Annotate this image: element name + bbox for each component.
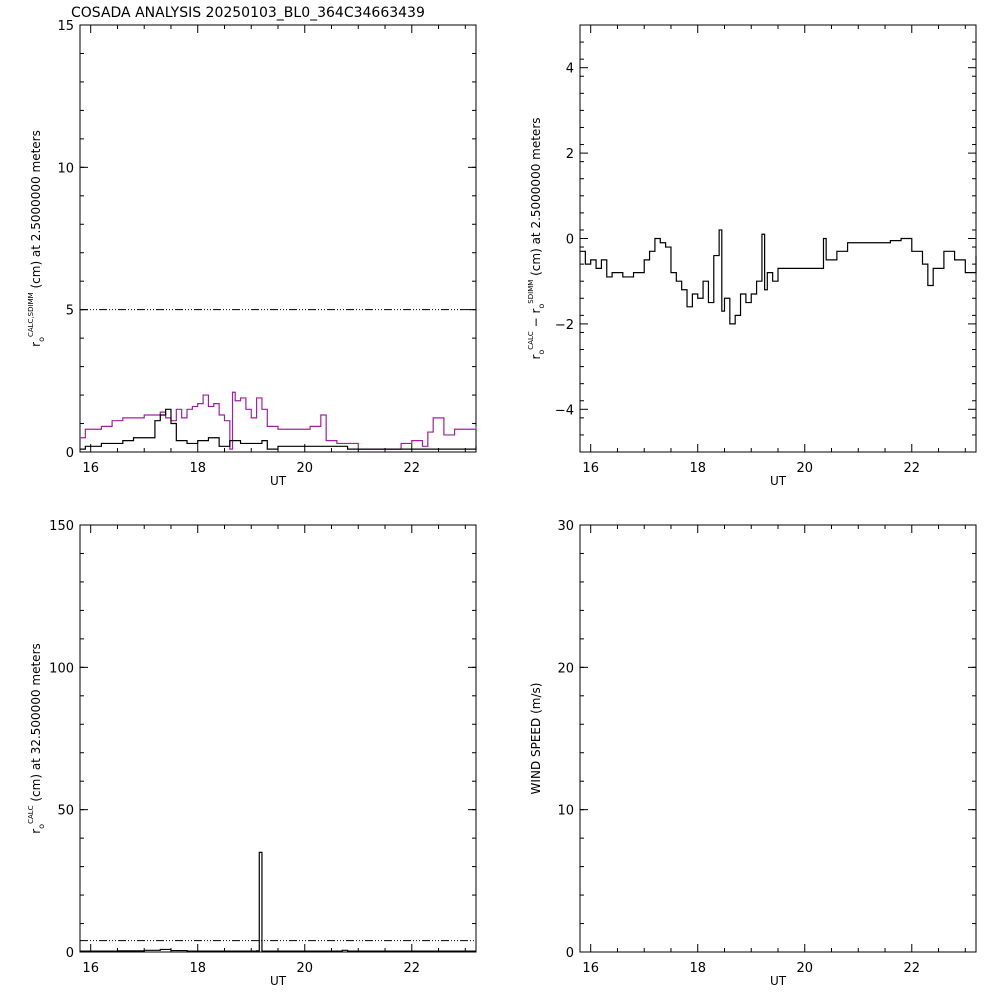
y-tick-label: 20 — [557, 661, 574, 676]
x-tick-label: 20 — [296, 461, 313, 476]
y-axis-label: WIND SPEED (m/s) — [529, 683, 543, 795]
x-tick-label: 22 — [904, 461, 921, 476]
chart-panel-3: 16 18 20 22 0 50 100 150 UT roCALC (cm) at 32.500… — [27, 519, 477, 988]
x-tick-label: 22 — [404, 961, 421, 976]
x-tick-label: 18 — [689, 461, 706, 476]
chart-panel-4: 16 18 20 22 0 10 20 30 UT WIND SPEED (m/s) — [529, 519, 977, 988]
y-tick-label: 15 — [57, 19, 74, 34]
x-tick-label: 22 — [404, 461, 421, 476]
y-tick-label: 2 — [566, 147, 574, 162]
chart-panel-2: 16 18 20 22 −4 −2 0 2 4 UT roCALC − roSDIMM (cm) a… — [527, 24, 977, 488]
x-tick-label: 16 — [582, 461, 599, 476]
plot-frame — [79, 524, 477, 953]
x-tick-label: 20 — [296, 961, 313, 976]
x-axis-label: UT — [270, 974, 287, 988]
x-tick-label: 22 — [904, 961, 921, 976]
x-axis-label: UT — [770, 474, 787, 488]
y-tick-label: 0 — [66, 446, 74, 461]
y-tick-label: 0 — [566, 946, 574, 961]
x-tick-label: 20 — [796, 461, 813, 476]
figure-title: COSADA ANALYSIS 20250103_BL0_364C3466343… — [71, 5, 425, 21]
series-line-2 — [80, 408, 477, 450]
y-axis-label: roCALC,SDIMM (cm) at 2.5000000 meters — [27, 130, 46, 347]
y-tick-label: 50 — [57, 804, 74, 819]
y-axis-label: roCALC − roSDIMM (cm) at 2.5000000 meter… — [527, 117, 546, 359]
series-line-1 — [580, 229, 977, 325]
y-tick-label: 100 — [49, 661, 74, 676]
x-axis-label: UT — [270, 474, 287, 488]
x-tick-label: 16 — [82, 461, 99, 476]
y-tick-label: 5 — [66, 304, 74, 319]
y-tick-label: −2 — [555, 318, 574, 333]
y-tick-label: 4 — [566, 62, 574, 77]
series-line-1 — [80, 851, 476, 952]
y-tick-label: 10 — [557, 804, 574, 819]
chart-panel-1: 16 18 20 22 0 5 10 15 UT roCALC,SDIMM (cm) at 2.5… — [27, 19, 477, 488]
x-tick-label: 18 — [189, 461, 206, 476]
x-axis-label: UT — [770, 974, 787, 988]
x-tick-label: 16 — [82, 961, 99, 976]
y-tick-label: −4 — [555, 403, 574, 418]
y-tick-label: 0 — [566, 233, 574, 248]
x-tick-label: 18 — [689, 961, 706, 976]
plot-frame — [79, 24, 477, 453]
plot-frame — [579, 524, 977, 953]
y-tick-label: 10 — [57, 161, 74, 176]
series-line-1 — [80, 391, 477, 450]
y-tick-label: 0 — [66, 946, 74, 961]
y-tick-label: 150 — [49, 519, 74, 534]
x-tick-label: 20 — [796, 961, 813, 976]
y-tick-label: 30 — [557, 519, 574, 534]
y-axis-label: roCALC (cm) at 32.500000 meters — [27, 643, 46, 834]
x-tick-label: 16 — [582, 961, 599, 976]
plot-frame — [579, 24, 977, 453]
x-tick-label: 18 — [189, 961, 206, 976]
